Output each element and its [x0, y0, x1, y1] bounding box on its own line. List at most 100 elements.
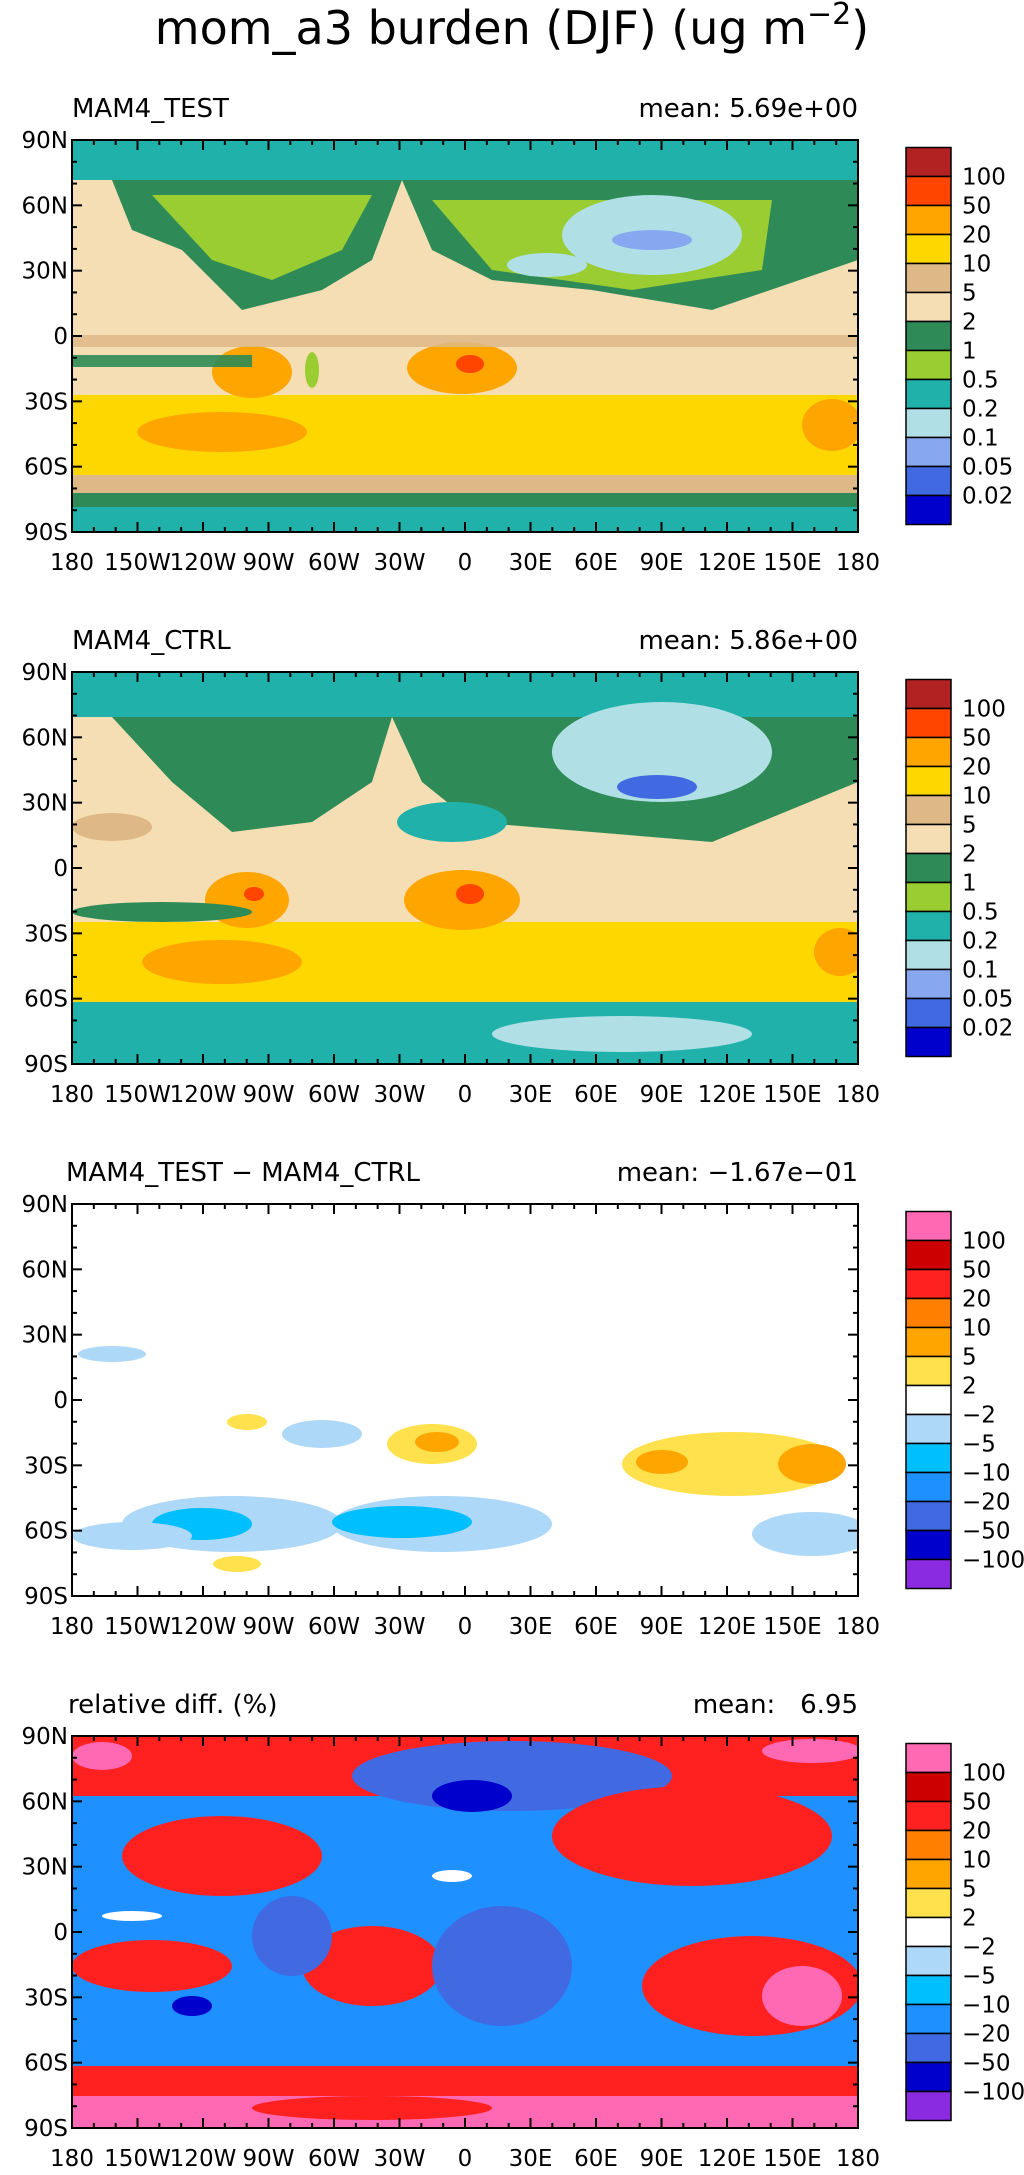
legend-color-box — [905, 1026, 952, 1058]
contour-blob-pink — [762, 1966, 842, 2026]
x-tick-label: 150E — [763, 1082, 821, 1108]
contour-blob-red — [302, 1926, 442, 2006]
x-tick-label: 90W — [242, 1614, 294, 1640]
x-tick-label: 180 — [50, 2146, 94, 2172]
contour-blob-lightblue — [78, 1346, 146, 1362]
x-tick-label: 0 — [458, 550, 473, 576]
x-tick-label: 30E — [509, 550, 553, 576]
panel-mean-label: mean: 5.86e+00 — [638, 626, 858, 656]
legend-label: −100 — [962, 1548, 1024, 1574]
contour-blob-blue — [617, 775, 697, 799]
legend-label: 10 — [962, 784, 991, 810]
contour-blob-cyan — [332, 1506, 472, 1538]
x-tick-label: 120W — [170, 1614, 237, 1640]
y-tick-label: 90S — [24, 520, 68, 546]
legend-color-box — [905, 1297, 952, 1329]
legend-color-box — [905, 1829, 952, 1861]
panel-mean-label: mean: −1.67e−01 — [617, 1158, 858, 1188]
y-axis-ticks: 90N 60N 30N 0 30S 60S 90S — [22, 128, 858, 546]
legend-color-box — [905, 1858, 952, 1890]
contour-blob-orange — [814, 928, 858, 976]
legend-label: 10 — [962, 252, 991, 278]
legend-color-box — [905, 1916, 952, 1948]
panel-left-title: MAM4_TEST — [72, 94, 229, 124]
legend-color-box — [905, 1887, 952, 1919]
x-tick-label: 0 — [458, 1082, 473, 1108]
contour-blob-orange — [636, 1450, 688, 1474]
contour-blob-red — [122, 1816, 322, 1896]
contour-blob-orange — [778, 1444, 846, 1484]
panel-difference: MAM4_TEST − MAM4_CTRL mean: −1.67e−01 — [22, 1158, 1024, 1640]
legend-color-box — [905, 881, 952, 913]
contour-blob-redorange — [456, 355, 484, 373]
x-tick-label: 150W — [104, 2146, 171, 2172]
contour-blob-lightblue — [492, 1016, 752, 1052]
x-tick-label: 120E — [698, 2146, 756, 2172]
panel-mam4-ctrl: MAM4_CTRL mean: 5.86e+00 — [22, 626, 1014, 1108]
contour-blob-orange — [212, 346, 292, 398]
contour-blob-redorange — [456, 884, 484, 904]
x-tick-label: 180 — [836, 1082, 880, 1108]
legend-label: 20 — [962, 1287, 991, 1313]
legend-color-box — [905, 407, 952, 439]
legend-color-box — [905, 1529, 952, 1561]
contour-blob-red — [72, 1940, 232, 1992]
y-tick-label: 90N — [22, 1192, 68, 1218]
y-tick-label: 30S — [24, 1985, 68, 2011]
legend-label: 20 — [962, 1819, 991, 1845]
x-tick-label: 30E — [509, 2146, 553, 2172]
legend-label: 20 — [962, 223, 991, 249]
legend-label: 5 — [962, 1345, 977, 1371]
legend-color-box — [905, 320, 952, 352]
x-tick-label: 150W — [104, 1614, 171, 1640]
legend-label: 100 — [962, 1761, 1006, 1787]
y-tick-label: 0 — [53, 1388, 68, 1414]
y-tick-label: 30S — [24, 389, 68, 415]
contour-blob-yellow — [213, 1556, 261, 1572]
legend-color-box — [905, 1210, 952, 1242]
y-tick-label: 30N — [22, 1323, 68, 1349]
legend-color-box — [905, 678, 952, 710]
x-tick-label: 60E — [574, 1614, 618, 1640]
y-tick-label: 60S — [24, 987, 68, 1013]
panel-left-title: MAM4_CTRL — [72, 626, 231, 656]
x-tick-label: 90W — [242, 2146, 294, 2172]
legend-label: 50 — [962, 1790, 991, 1816]
x-tick-label: 90E — [640, 1614, 684, 1640]
contour-blob-white — [102, 1911, 162, 1921]
x-tick-label: 180 — [50, 1082, 94, 1108]
x-tick-label: 30W — [373, 550, 425, 576]
x-tick-label: 150E — [763, 1614, 821, 1640]
contour-blob-yellow — [227, 1414, 267, 1430]
legend-color-box — [905, 1945, 952, 1977]
legend-color-box — [905, 1384, 952, 1416]
contour-blob-redorange — [244, 887, 264, 901]
panel-relative-diff: relative diff. (%) mean: 6.95 — [22, 1690, 1024, 2172]
y-tick-label: 90S — [24, 2116, 68, 2142]
legend-label: 2 — [962, 1906, 977, 1932]
legend-color-box — [905, 494, 952, 526]
legend-color-box — [905, 939, 952, 971]
panel-mean-label: mean: 5.69e+00 — [638, 94, 858, 124]
legend-color-box — [905, 1558, 952, 1590]
panel-mean-label: mean: 6.95 — [693, 1690, 858, 1720]
legend-color-box — [905, 910, 952, 942]
x-tick-label: 150W — [104, 550, 171, 576]
contour-band-namerica-green — [152, 195, 372, 280]
contour-blob-orange — [802, 399, 858, 451]
contour-blob-lightblue — [72, 1522, 192, 1550]
contour-blob-lightblue — [282, 1420, 362, 1448]
legend-color-box — [905, 204, 952, 236]
legend-color-box — [905, 1771, 952, 1803]
legend-color-box — [905, 765, 952, 797]
contour-blob-pink — [762, 1739, 858, 1763]
legend-color-box — [905, 1800, 952, 1832]
contour-blob-blue — [612, 230, 692, 250]
contour-blob-lightblue — [507, 253, 587, 277]
legend-color-box — [905, 1268, 952, 1300]
contour-blob-orange — [137, 412, 307, 452]
legend-label: 0.1 — [962, 958, 999, 984]
y-tick-label: 60N — [22, 1789, 68, 1815]
y-axis-ticks: 90N 60N 30N 0 30S 60S 90S — [22, 1192, 858, 1610]
